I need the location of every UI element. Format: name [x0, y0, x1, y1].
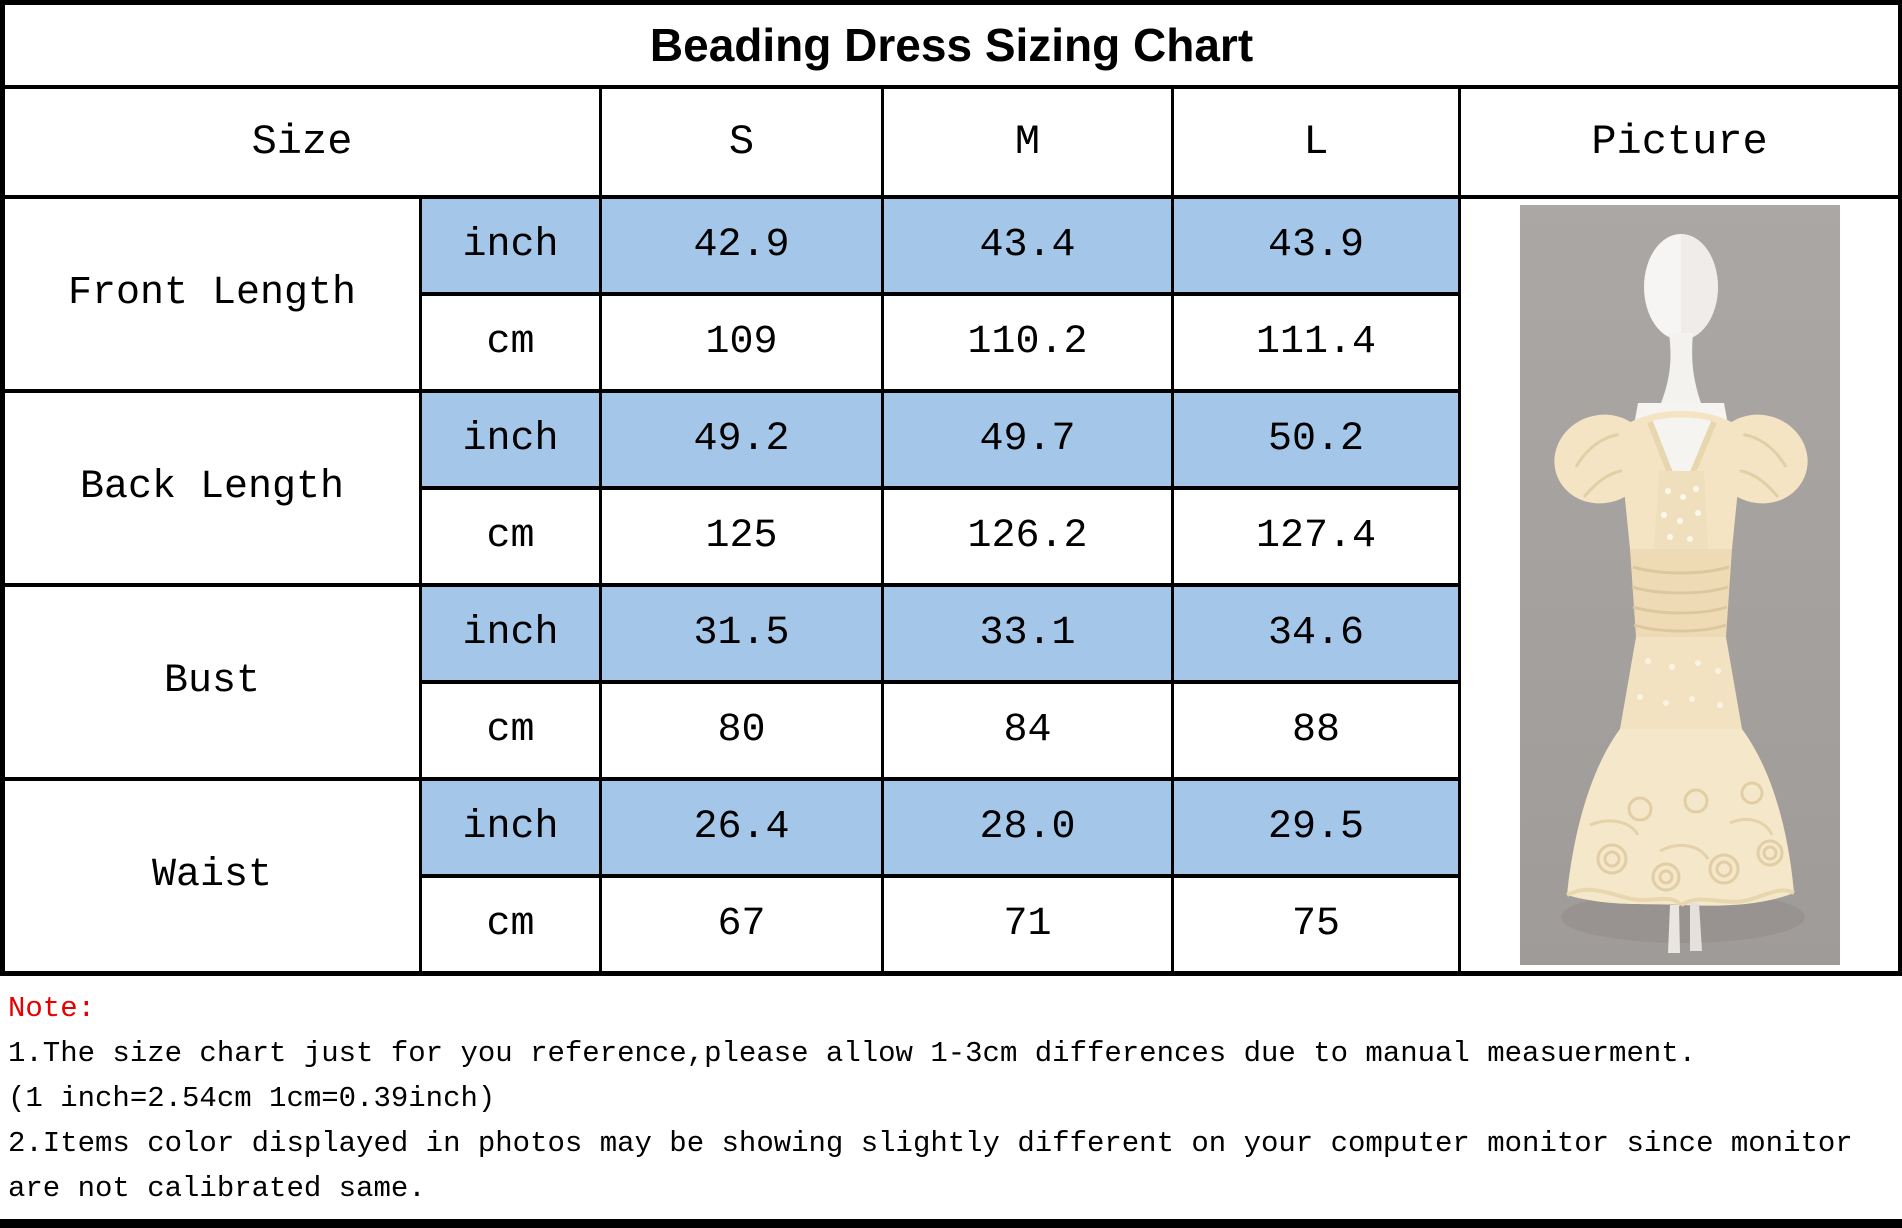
picture-cell	[1457, 195, 1902, 976]
size-value-cell: 110.2	[881, 292, 1174, 393]
size-value-cell: 49.2	[599, 389, 884, 490]
mannequin-neck	[1660, 333, 1701, 403]
dress-photo	[1519, 205, 1840, 965]
header-size-m: M	[881, 85, 1174, 199]
header-size-s: S	[599, 85, 884, 199]
table-header-row: Size S M L Picture	[1, 85, 1902, 199]
size-value-cell: 126.2	[881, 486, 1174, 587]
dress-beaded-panel	[1653, 471, 1708, 549]
table-row-waist-cm: cm 67 71 75	[3, 874, 1901, 976]
size-value-cell: 42.9	[599, 195, 884, 296]
page-title: Beading Dress Sizing Chart	[0, 0, 1902, 89]
unit-cell: inch	[419, 583, 602, 684]
mannequin-leg-right	[1689, 903, 1702, 951]
size-value-cell: 88	[1171, 680, 1461, 781]
row-label-waist: Waist	[1, 777, 422, 976]
bottom-border-bar	[0, 1219, 1902, 1228]
size-value-cell: 49.7	[881, 389, 1174, 490]
size-value-cell: 109	[599, 292, 884, 393]
size-value-cell: 127.4	[1171, 486, 1461, 587]
note-line-2: (1 inch=2.54cm 1cm=0.39inch)	[8, 1082, 496, 1115]
header-size: Size	[1, 85, 602, 199]
chart-title-row: Beading Dress Sizing Chart	[0, 0, 1902, 89]
table-row-front-length-inch: Front Length inch 42.9 43.4 43.9	[1, 195, 1902, 976]
size-value-cell: 111.4	[1171, 292, 1461, 393]
size-value-cell: 43.4	[881, 195, 1174, 296]
note-section: Note: 1.The size chart just for you refe…	[0, 976, 1902, 1211]
header-size-l: L	[1171, 85, 1461, 199]
size-value-cell: 75	[1171, 874, 1461, 976]
size-value-cell: 43.9	[1171, 195, 1461, 296]
unit-cell: cm	[419, 874, 602, 976]
row-label-front-length: Front Length	[1, 195, 422, 393]
size-value-cell: 33.1	[881, 583, 1174, 684]
mannequin-leg-left	[1667, 905, 1680, 953]
row-label-bust: Bust	[1, 583, 422, 781]
dress-vneck-opening	[1649, 417, 1714, 501]
unit-cell: cm	[419, 486, 602, 587]
unit-cell: cm	[419, 680, 602, 781]
size-value-cell: 26.4	[599, 777, 884, 878]
size-value-cell: 29.5	[1171, 777, 1461, 878]
table-row-back-length-inch: Back Length inch 49.2 49.7 50.2	[1, 389, 1901, 587]
size-value-cell: 28.0	[881, 777, 1174, 878]
header-picture: Picture	[1457, 85, 1902, 199]
table-row-bust-cm: cm 80 84 88	[3, 680, 1901, 781]
table-row-waist-inch: Waist inch 26.4 28.0 29.5	[1, 777, 1901, 976]
unit-cell: inch	[419, 389, 602, 490]
size-value-cell: 71	[881, 874, 1174, 976]
size-value-cell: 125	[599, 486, 884, 587]
mannequin-head-shade	[1680, 234, 1718, 340]
unit-cell: inch	[419, 777, 602, 878]
note-line-4: are not calibrated same.	[8, 1172, 426, 1205]
note-line-1: 1.The size chart just for you reference,…	[8, 1037, 1697, 1070]
note-heading: Note:	[8, 992, 96, 1025]
size-value-cell: 80	[599, 680, 884, 781]
unit-cell: cm	[419, 292, 602, 393]
rose-texture	[1596, 781, 1784, 892]
size-value-cell: 31.5	[599, 583, 884, 684]
dress-hip	[1619, 637, 1742, 729]
table-row-front-length-cm: cm 109 110.2 111.4	[3, 292, 1901, 393]
table-row-bust-inch: Bust inch 31.5 33.1 34.6	[1, 583, 1901, 781]
size-value-cell: 50.2	[1171, 389, 1461, 490]
size-value-cell: 67	[599, 874, 884, 976]
row-label-back-length: Back Length	[1, 389, 422, 587]
table-row-back-length-cm: cm 125 126.2 127.4	[3, 486, 1901, 587]
note-line-3: 2.Items color displayed in photos may be…	[8, 1127, 1853, 1160]
unit-cell: inch	[419, 195, 602, 296]
size-value-cell: 84	[881, 680, 1174, 781]
size-value-cell: 34.6	[1171, 583, 1461, 684]
mannequin-head	[1643, 234, 1718, 340]
sizing-chart-table: Beading Dress Sizing Chart Size S M L Pi…	[0, 0, 1902, 976]
